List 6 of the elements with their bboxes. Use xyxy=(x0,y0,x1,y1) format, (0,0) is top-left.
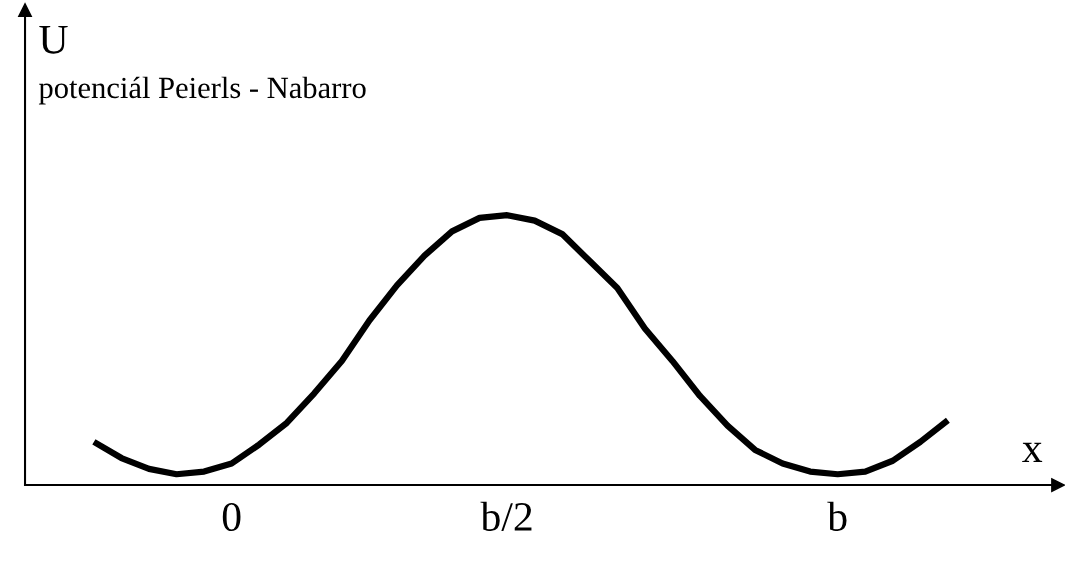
x-tick-label: 0 xyxy=(222,502,241,532)
y-axis-title: U xyxy=(39,26,68,54)
x-axis-title: x xyxy=(1022,442,1043,462)
x-tick-label: b xyxy=(827,501,847,532)
x-tick-label: b/2 xyxy=(480,501,532,532)
chart-subtitle: potenciál Peierls - Nabarro xyxy=(38,76,366,105)
